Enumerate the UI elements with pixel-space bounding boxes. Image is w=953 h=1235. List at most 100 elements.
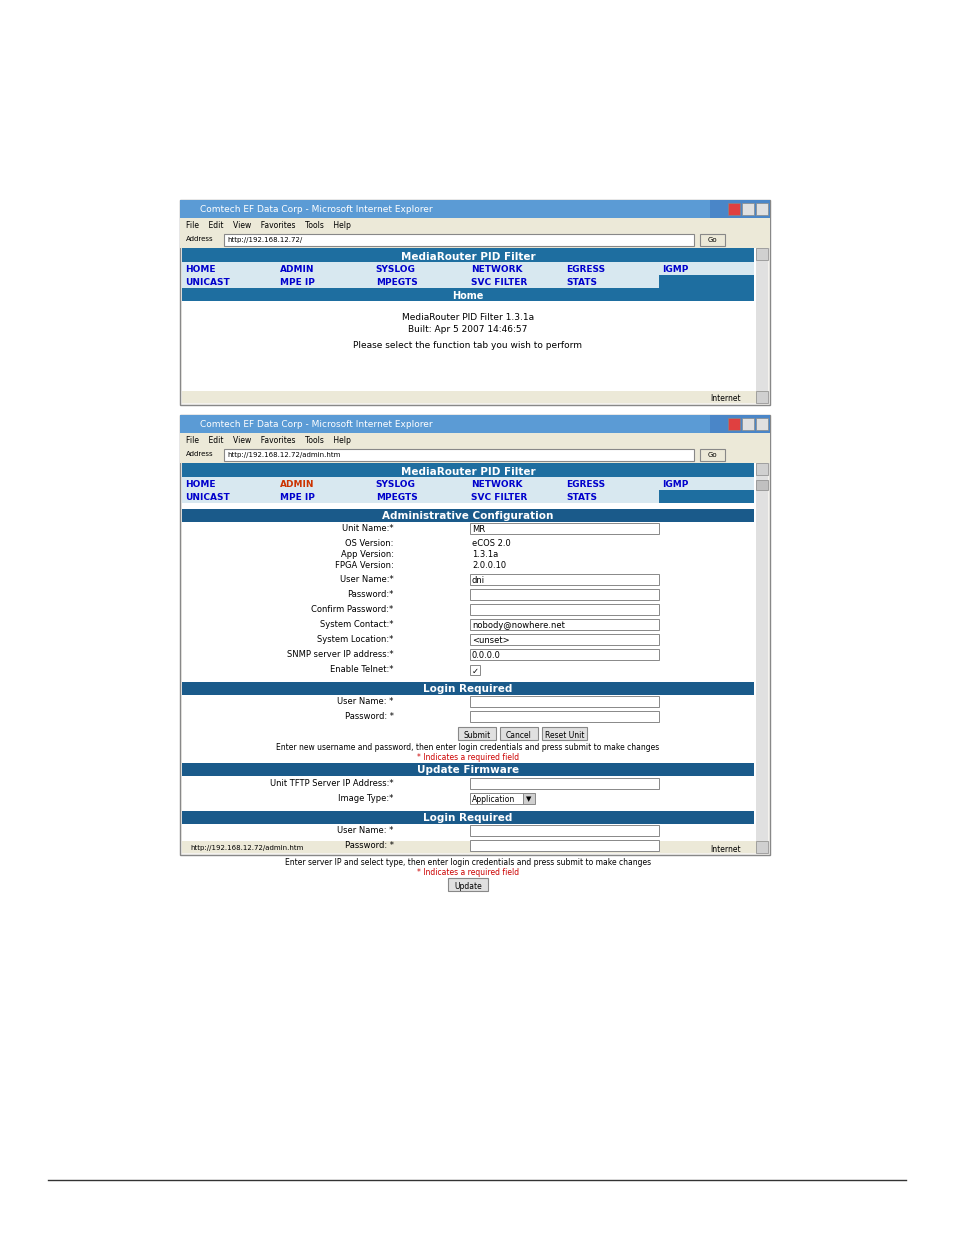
Text: MediaRouter PID Filter 1.3.1a: MediaRouter PID Filter 1.3.1a: [401, 312, 534, 322]
Bar: [658, 275, 753, 288]
Text: IGMP: IGMP: [661, 266, 687, 274]
Text: Unit Name:*: Unit Name:*: [342, 524, 394, 534]
Bar: [658, 490, 753, 503]
Text: OS Version:: OS Version:: [345, 538, 394, 548]
Text: HOME: HOME: [185, 480, 215, 489]
Text: Enter server IP and select type, then enter login credentials and press submit t: Enter server IP and select type, then en…: [285, 858, 650, 867]
Bar: [457, 727, 496, 740]
Bar: [182, 391, 767, 403]
Bar: [755, 203, 767, 215]
Text: Update Firmware: Update Firmware: [416, 764, 518, 776]
Bar: [470, 825, 659, 836]
Text: EGRESS: EGRESS: [566, 266, 605, 274]
Bar: [224, 450, 693, 461]
Text: Password:*: Password:*: [347, 590, 394, 599]
Bar: [182, 477, 753, 490]
Text: MPEGTS: MPEGTS: [375, 493, 417, 501]
Bar: [755, 417, 767, 430]
Bar: [470, 840, 659, 851]
Text: Administrative Configuration: Administrative Configuration: [382, 511, 553, 521]
Text: Built: Apr 5 2007 14:46:57: Built: Apr 5 2007 14:46:57: [408, 325, 527, 333]
Text: nobody@nowhere.net: nobody@nowhere.net: [472, 621, 564, 630]
Text: Application: Application: [472, 795, 515, 804]
Text: 2.0.0.10: 2.0.0.10: [472, 561, 506, 571]
Text: File    Edit    View    Favorites    Tools    Help: File Edit View Favorites Tools Help: [186, 436, 351, 445]
Bar: [470, 664, 479, 676]
Text: User Name: *: User Name: *: [337, 826, 394, 835]
Bar: [755, 391, 767, 403]
Text: dni: dni: [472, 576, 485, 585]
Bar: [727, 417, 740, 430]
Text: Cancel: Cancel: [505, 731, 532, 740]
Bar: [182, 463, 753, 477]
Bar: [727, 203, 740, 215]
Text: Login Required: Login Required: [423, 813, 512, 823]
Bar: [180, 447, 769, 463]
Bar: [470, 711, 659, 722]
Text: Update: Update: [454, 882, 481, 890]
Text: System Contact:*: System Contact:*: [320, 620, 394, 629]
Text: Please select the function tab you wish to perform: Please select the function tab you wish …: [354, 341, 582, 350]
Bar: [470, 634, 659, 645]
Bar: [700, 450, 724, 461]
Text: SYSLOG: SYSLOG: [375, 266, 416, 274]
Text: MediaRouter PID Filter: MediaRouter PID Filter: [400, 252, 535, 262]
Bar: [741, 203, 753, 215]
Bar: [755, 248, 767, 261]
Bar: [470, 589, 659, 600]
Text: Internet: Internet: [709, 394, 740, 403]
Bar: [182, 490, 753, 503]
Text: Address: Address: [186, 236, 213, 242]
Bar: [180, 415, 709, 433]
Bar: [755, 841, 767, 853]
Text: NETWORK: NETWORK: [471, 480, 522, 489]
Text: ADMIN: ADMIN: [280, 480, 314, 489]
Text: Comtech EF Data Corp - Microsoft Internet Explorer: Comtech EF Data Corp - Microsoft Interne…: [200, 420, 432, 429]
Text: Go: Go: [706, 237, 716, 243]
Text: Internet: Internet: [709, 845, 740, 853]
Text: SVC FILTER: SVC FILTER: [471, 493, 527, 501]
Bar: [182, 811, 753, 824]
Text: Password: *: Password: *: [344, 841, 394, 850]
Text: http://192.168.12.72/admin.htm: http://192.168.12.72/admin.htm: [190, 845, 303, 851]
Text: Password: *: Password: *: [344, 713, 394, 721]
Bar: [180, 200, 769, 405]
Bar: [182, 463, 767, 853]
Bar: [182, 288, 753, 301]
Text: NETWORK: NETWORK: [471, 266, 522, 274]
Text: System Location:*: System Location:*: [317, 635, 394, 643]
Text: <unset>: <unset>: [472, 636, 509, 645]
Text: User Name: *: User Name: *: [337, 697, 394, 706]
Text: Confirm Password:*: Confirm Password:*: [311, 605, 394, 614]
Text: Submit: Submit: [463, 731, 490, 740]
Bar: [182, 682, 753, 695]
Text: SNMP server IP address:*: SNMP server IP address:*: [287, 650, 394, 659]
Text: UNICAST: UNICAST: [185, 493, 230, 501]
Bar: [470, 604, 659, 615]
Text: Reset Unit: Reset Unit: [544, 731, 583, 740]
Bar: [182, 509, 753, 522]
Bar: [470, 574, 659, 585]
Bar: [522, 793, 535, 804]
Text: STATS: STATS: [566, 278, 597, 287]
Bar: [470, 522, 659, 534]
Text: MR: MR: [472, 525, 485, 534]
Text: Unit TFTP Server IP Address:*: Unit TFTP Server IP Address:*: [270, 779, 394, 788]
Text: http://192.168.12.72/admin.htm: http://192.168.12.72/admin.htm: [227, 452, 340, 458]
Bar: [182, 262, 753, 275]
Bar: [499, 727, 537, 740]
Bar: [470, 650, 659, 659]
Text: IGMP: IGMP: [661, 480, 687, 489]
Bar: [448, 878, 488, 890]
Bar: [180, 219, 769, 232]
Text: Enable Telnet:*: Enable Telnet:*: [330, 664, 394, 674]
Bar: [700, 233, 724, 246]
Text: Home: Home: [452, 291, 483, 301]
Text: UNICAST: UNICAST: [185, 278, 230, 287]
Bar: [182, 763, 753, 776]
Text: * Indicates a required field: * Indicates a required field: [416, 753, 518, 762]
Bar: [470, 778, 659, 789]
Text: MediaRouter PID Filter: MediaRouter PID Filter: [400, 467, 535, 477]
Bar: [180, 433, 769, 447]
Text: Comtech EF Data Corp - Microsoft Internet Explorer: Comtech EF Data Corp - Microsoft Interne…: [200, 205, 432, 214]
